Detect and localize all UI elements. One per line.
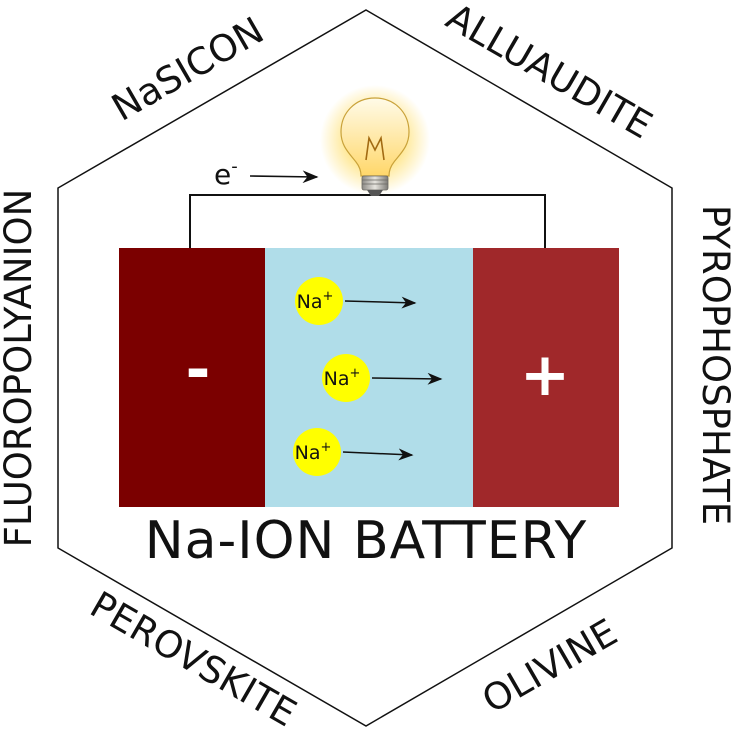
anode-block xyxy=(119,248,265,507)
ion-circle xyxy=(322,354,370,402)
label-nasicon: NaSICON xyxy=(105,9,271,130)
ion-symbol: Na xyxy=(324,368,350,390)
ion-circle xyxy=(295,277,343,325)
ion-charge: + xyxy=(322,289,333,304)
anode-sign: - xyxy=(186,335,211,405)
electron-label: e- xyxy=(214,156,238,191)
circuit-wire xyxy=(189,194,546,248)
ion-symbol: Na xyxy=(297,291,323,313)
label-pyrophosphate: PYROPHOSPHATE xyxy=(694,205,732,525)
ion-charge: + xyxy=(349,366,360,381)
label-olivine: OLIVINE xyxy=(475,611,625,722)
cathode-sign: + xyxy=(520,340,570,410)
electron-flow-arrow xyxy=(249,170,319,184)
ion-3: Na+ xyxy=(293,428,414,476)
label-fluoropolyanion: FLUOROPOLYANION xyxy=(0,189,40,548)
light-bulb-icon xyxy=(320,85,430,196)
hexagon-outline xyxy=(57,9,673,727)
ion-label: Na+ xyxy=(295,440,332,464)
ion-symbol: Na xyxy=(295,442,321,464)
electron-symbol: e xyxy=(214,158,231,191)
electron-charge: - xyxy=(231,156,238,177)
label-alluaudite: ALLUAUDITE xyxy=(439,0,659,147)
ion-label: Na+ xyxy=(324,366,361,390)
ion-arrow xyxy=(342,448,414,461)
diagram-title: Na-ION BATTERY xyxy=(145,511,587,571)
label-perovskite: PEROVSKITE xyxy=(83,583,304,735)
ion-charge: + xyxy=(320,440,331,455)
cathode-block xyxy=(473,248,619,507)
ion-arrow xyxy=(344,296,417,309)
ion-arrow xyxy=(371,372,443,385)
ion-1: Na+ xyxy=(295,277,417,325)
ion-label: Na+ xyxy=(297,289,334,313)
ion-circle xyxy=(293,428,341,476)
ion-2: Na+ xyxy=(322,354,443,402)
